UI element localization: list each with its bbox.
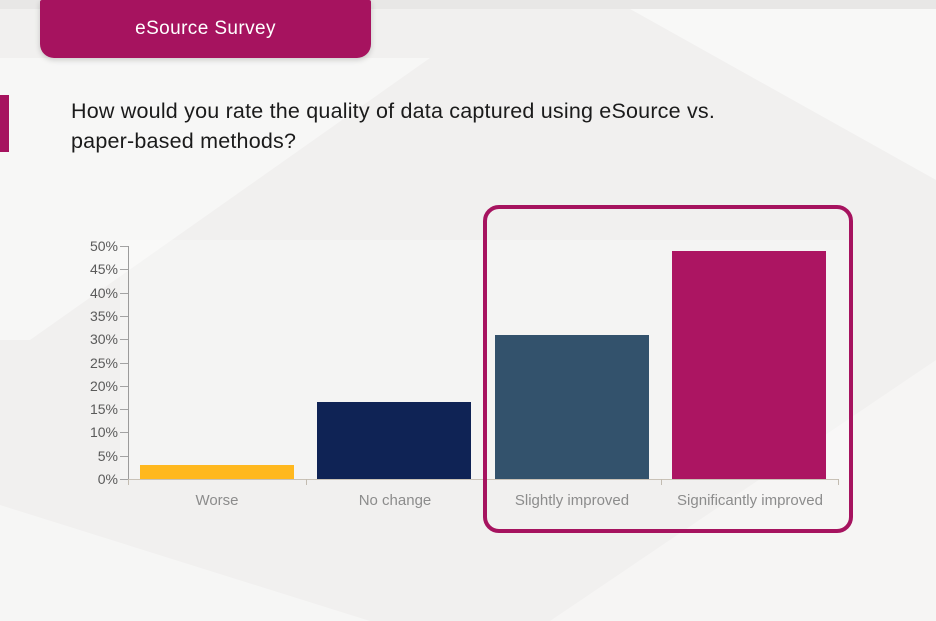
title-accent-bar <box>0 95 9 152</box>
y-axis-tick-label: 5% <box>97 447 118 464</box>
y-axis-tick-label: 15% <box>89 401 118 418</box>
bar-no-change <box>317 402 471 479</box>
y-axis-tick-label: 45% <box>89 261 118 278</box>
slide-title-line1: How would you rate the quality of data c… <box>71 99 716 123</box>
y-axis-tick-mark <box>120 269 128 271</box>
y-axis-tick-mark <box>120 479 128 480</box>
y-axis-tick-mark <box>120 432 128 434</box>
slide-title-line2: paper-based methods? <box>71 128 297 153</box>
y-axis-tick-mark <box>120 315 128 317</box>
x-axis-category-label: Worse <box>195 492 239 509</box>
bar-worse <box>140 465 294 479</box>
slide-header-badge-label: eSource Survey <box>135 18 276 39</box>
highlight-outline <box>483 205 853 533</box>
slide-title: How would you rate the quality of data c… <box>71 97 891 156</box>
y-axis-tick-mark <box>120 339 128 341</box>
y-axis-tick-label: 30% <box>89 331 118 348</box>
y-axis-tick-mark <box>120 362 128 364</box>
y-axis-tick-label: 40% <box>89 284 118 301</box>
y-axis-tick-label: 25% <box>89 354 118 371</box>
y-axis-tick-label: 10% <box>89 424 118 441</box>
slide-header-badge: eSource Survey <box>40 0 371 58</box>
y-axis-tick-mark <box>120 246 128 247</box>
y-axis-tick-label: 50% <box>89 238 118 254</box>
y-axis-tick-label: 35% <box>89 307 118 324</box>
x-axis-category-label: No change <box>358 492 432 509</box>
y-axis-tick-mark <box>120 385 128 387</box>
y-axis-tick-mark <box>120 455 128 457</box>
y-axis-tick-mark <box>120 292 128 294</box>
y-axis-line <box>128 246 129 479</box>
x-axis-tick-mark <box>306 479 307 485</box>
y-axis-tick-label: 20% <box>89 377 118 394</box>
y-axis-tick-mark <box>120 409 128 411</box>
x-axis-tick-mark <box>128 479 129 485</box>
y-axis-tick-label: 0% <box>97 471 118 487</box>
